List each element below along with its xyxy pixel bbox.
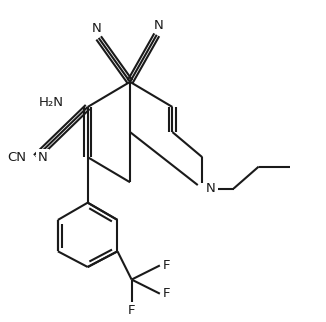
Text: F: F (163, 259, 170, 272)
Text: N: N (37, 151, 47, 164)
Text: N: N (154, 19, 163, 32)
Text: F: F (128, 304, 135, 317)
Text: F: F (163, 287, 170, 300)
Text: H₂N: H₂N (39, 96, 64, 109)
Text: CN: CN (7, 151, 26, 164)
Text: N: N (92, 23, 102, 35)
Text: N: N (206, 182, 216, 195)
